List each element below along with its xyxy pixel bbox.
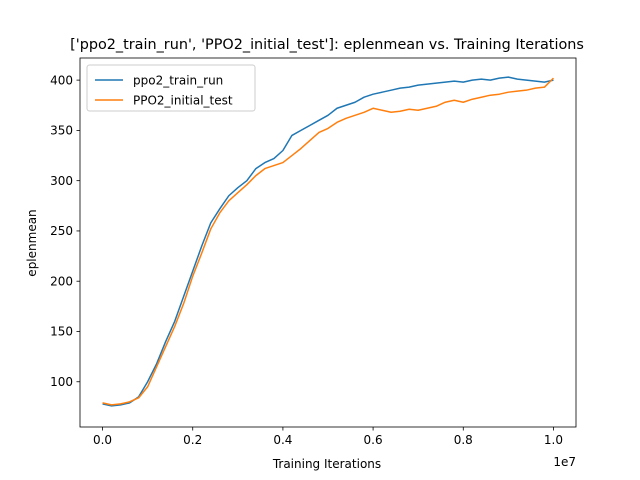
y-tick-label: 400 (50, 73, 73, 87)
x-tick-label: 0.4 (273, 433, 292, 447)
x-axis: 0.0 0.2 0.4 0.6 0.8 1.0 (93, 427, 563, 447)
y-tick-label: 250 (50, 224, 73, 238)
y-axis-label: eplenmean (25, 209, 39, 276)
series-line-0 (102, 76, 554, 407)
y-tick-label: 100 (50, 375, 73, 389)
plot-area (79, 57, 577, 428)
legend-box (86, 64, 256, 112)
y-tick-label: 150 (50, 325, 73, 339)
y-axis: 100 150 200 250 300 350 400 (50, 73, 80, 389)
y-tick-label: 350 (50, 124, 73, 138)
legend-label-0: ppo2_train_run (133, 74, 223, 88)
axes-frame (79, 57, 577, 428)
x-axis-offset-label: 1e7 (553, 455, 576, 469)
x-tick-label: 0.2 (183, 433, 202, 447)
x-tick-label: 1.0 (544, 433, 563, 447)
x-axis-label: Training Iterations (272, 457, 381, 471)
chart-title: ['ppo2_train_run', 'PPO2_initial_test']:… (70, 37, 584, 53)
legend-label-1: PPO2_initial_test (133, 94, 233, 108)
x-tick-label: 0.6 (364, 433, 383, 447)
y-tick-label: 200 (50, 274, 73, 288)
x-tick-label: 0.0 (93, 433, 112, 447)
series-line-1 (102, 77, 554, 406)
legend: ppo2_train_run PPO2_initial_test (86, 64, 256, 112)
y-tick-label: 300 (50, 174, 73, 188)
x-tick-label: 0.8 (454, 433, 473, 447)
